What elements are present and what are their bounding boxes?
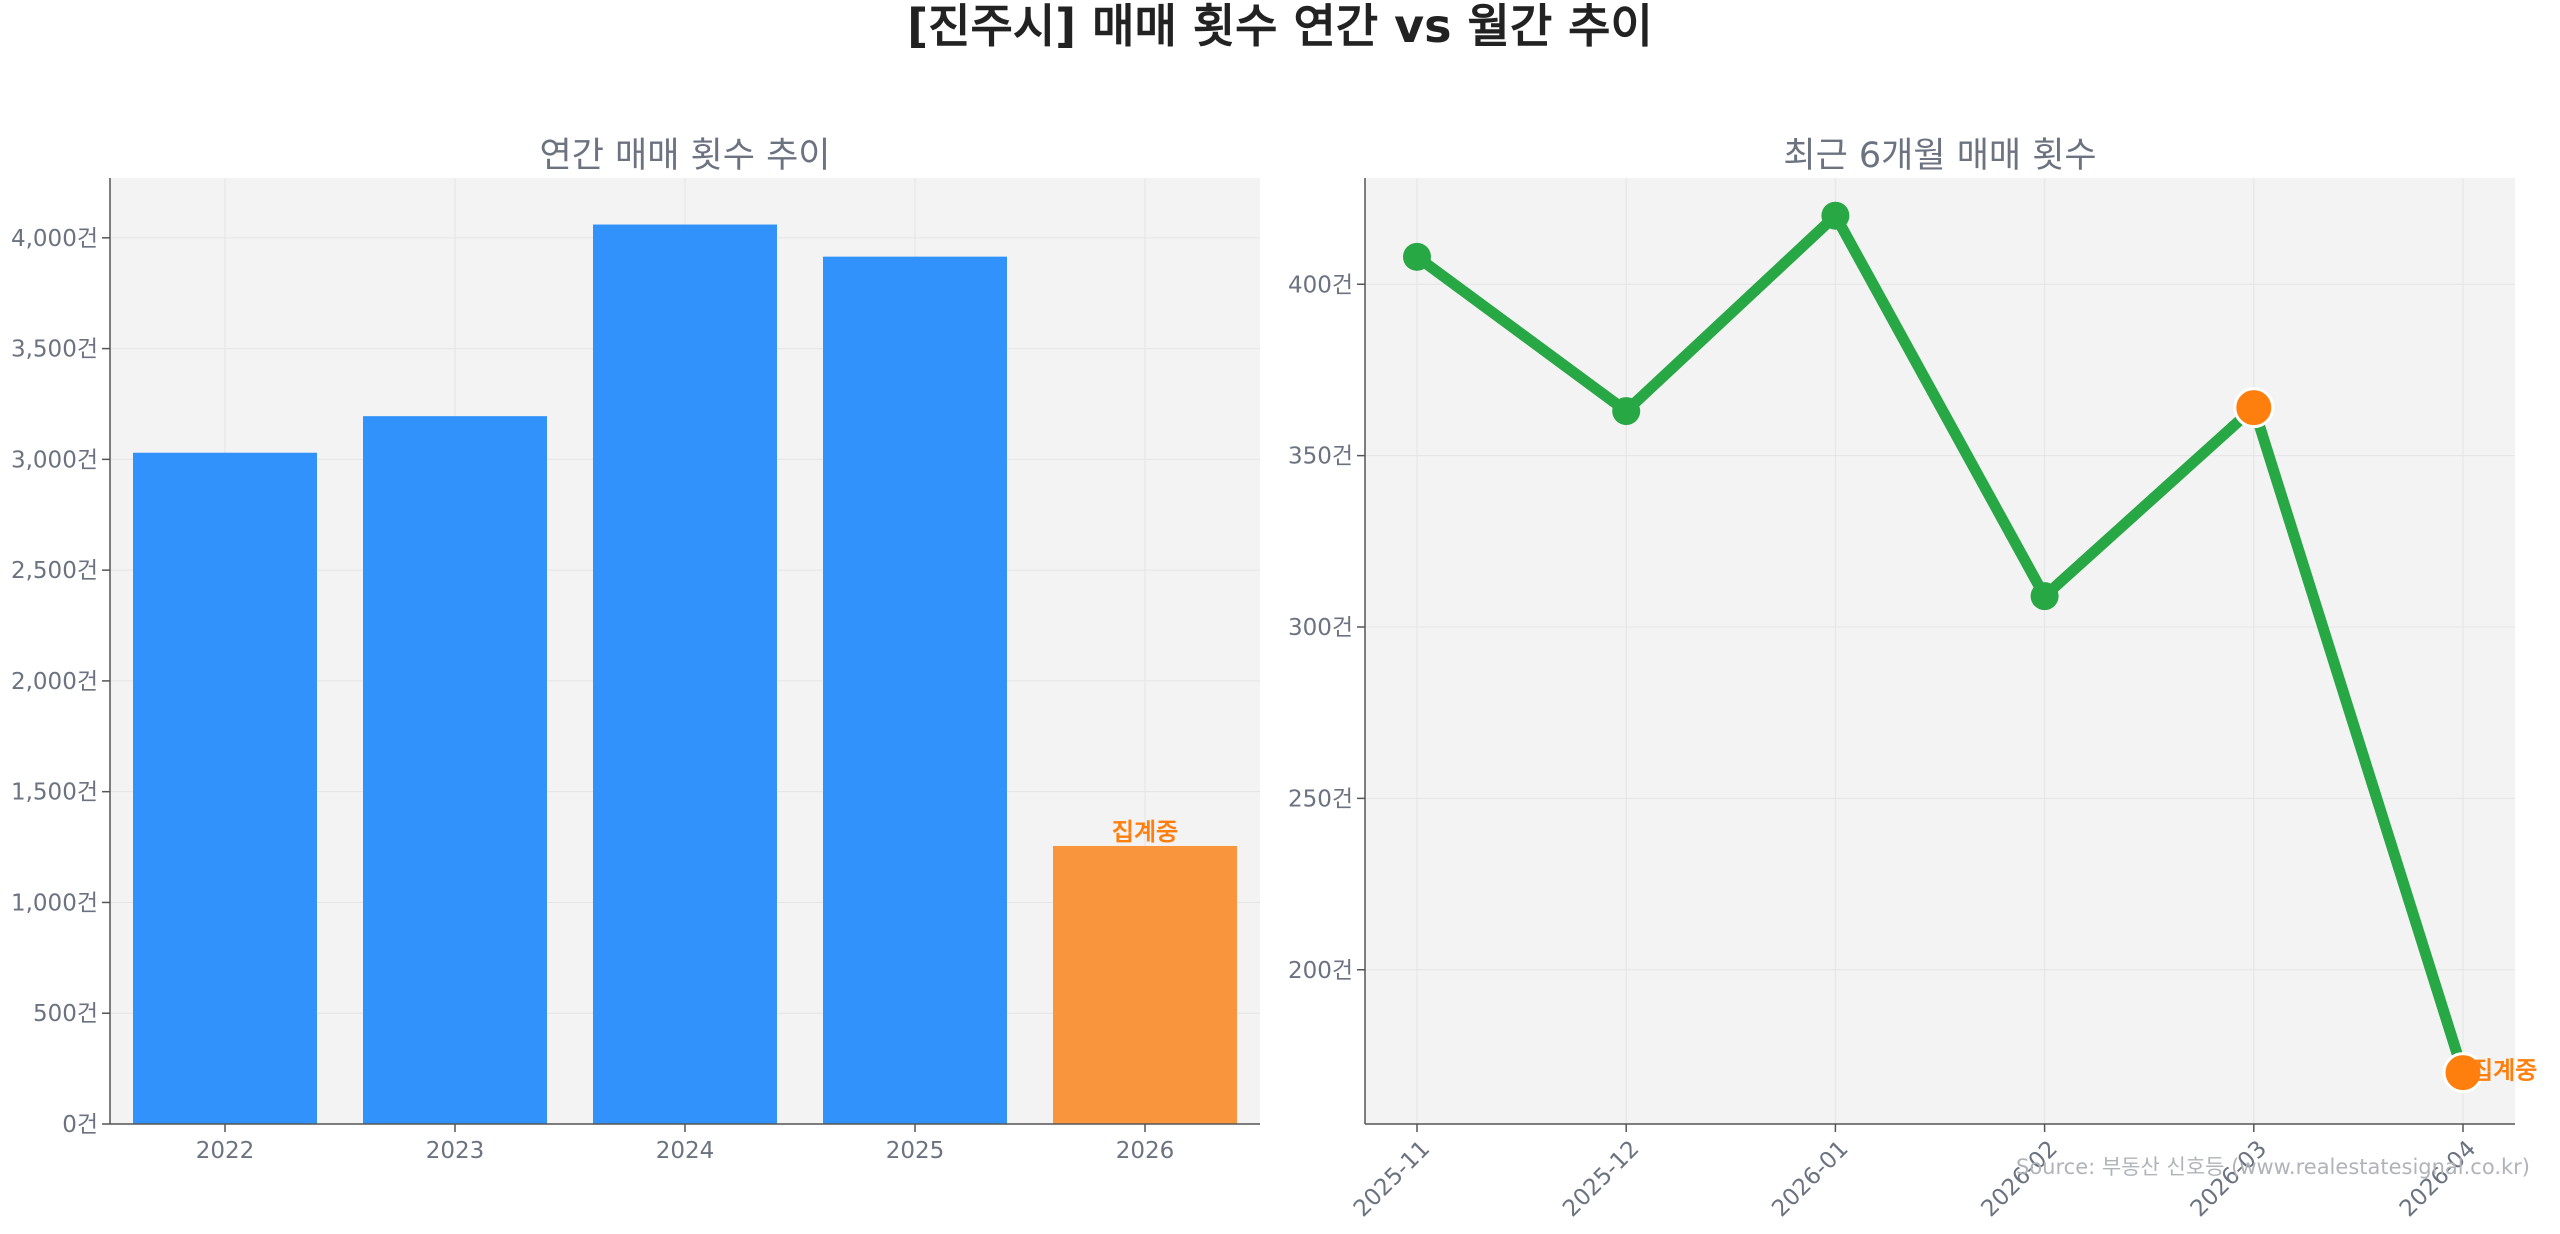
- bar-ytick-label: 1,500건: [11, 780, 98, 806]
- bar-xtick-label: 2023: [426, 1138, 485, 1164]
- bar-ytick-label: 3,500건: [11, 337, 98, 363]
- line-chart-title: 최근 6개월 매매 횟수: [1783, 136, 2096, 176]
- bar-ytick-label: 500건: [33, 1001, 98, 1027]
- line-ytick-label: 250건: [1288, 786, 1353, 812]
- line-xtick-label: 2026-04: [2395, 1136, 2481, 1222]
- point-2026-04: [2442, 1052, 2484, 1094]
- bar-in-progress-label: 집계중: [1112, 818, 1178, 846]
- bar-ytick-label: 2,000건: [11, 669, 98, 695]
- bar-2025: [823, 256, 1007, 1125]
- point-2026-03: [2233, 387, 2275, 429]
- bar-xtick-label: 2022: [196, 1138, 255, 1164]
- bar-ytick-label: 1,000건: [11, 890, 98, 916]
- bar-ytick-label: 4,000건: [11, 226, 98, 252]
- line-plot-area: [1365, 178, 2515, 1124]
- line-in-progress-label: 집계중: [2471, 1057, 2537, 1085]
- bar-xtick-label: 2025: [886, 1138, 945, 1164]
- line-ytick-label: 300건: [1288, 615, 1353, 641]
- bar-2023: [363, 416, 547, 1124]
- source-note: Source: 부동산 신호등 (www.realestatesignal.co…: [2016, 1155, 2530, 1179]
- point-2026-01: [1821, 201, 1850, 230]
- bar-chart-title: 연간 매매 횟수 추이: [540, 136, 831, 176]
- figure-title: [진주시] 매매 횟수 연간 vs 월간 추이: [907, 0, 1653, 53]
- line-xtick-label: 2026-01: [1767, 1136, 1853, 1222]
- line-ytick-label: 400건: [1288, 272, 1353, 298]
- point-2025-12: [1612, 397, 1641, 426]
- annual-bar-chart: 연간 매매 횟수 추이 집계중 0건 500건 1,000건 1,500건 2,000건…: [11, 136, 1260, 1164]
- monthly-line-chart: 최근 6개월 매매 횟수 집계중 200건 250건 300건 350건 400건 20…: [1288, 136, 2537, 1222]
- bar-ytick-label: 2,500건: [11, 558, 98, 584]
- line-xtick-label: 2025-11: [1349, 1136, 1435, 1222]
- line-xtick-label: 2026-02: [1976, 1136, 2062, 1222]
- monthly-series-line: [1413, 206, 2469, 1075]
- line-ytick-label: 350건: [1288, 444, 1353, 470]
- bar-2026: [1053, 845, 1237, 1124]
- bar-2022: [133, 452, 317, 1124]
- bar-ytick-label: 0건: [62, 1112, 98, 1138]
- point-2025-11: [1403, 242, 1431, 271]
- bar-ytick-label: 3,000건: [11, 447, 98, 473]
- line-xtick-label: 2025-12: [1558, 1136, 1644, 1222]
- line-xtick-label: 2026-03: [2186, 1136, 2272, 1222]
- bar-xtick-label: 2024: [656, 1138, 715, 1164]
- line-ytick-label: 200건: [1288, 958, 1353, 984]
- point-2026-02: [2030, 582, 2059, 611]
- bar-xtick-label: 2026: [1116, 1138, 1175, 1164]
- bar-2024: [593, 224, 777, 1124]
